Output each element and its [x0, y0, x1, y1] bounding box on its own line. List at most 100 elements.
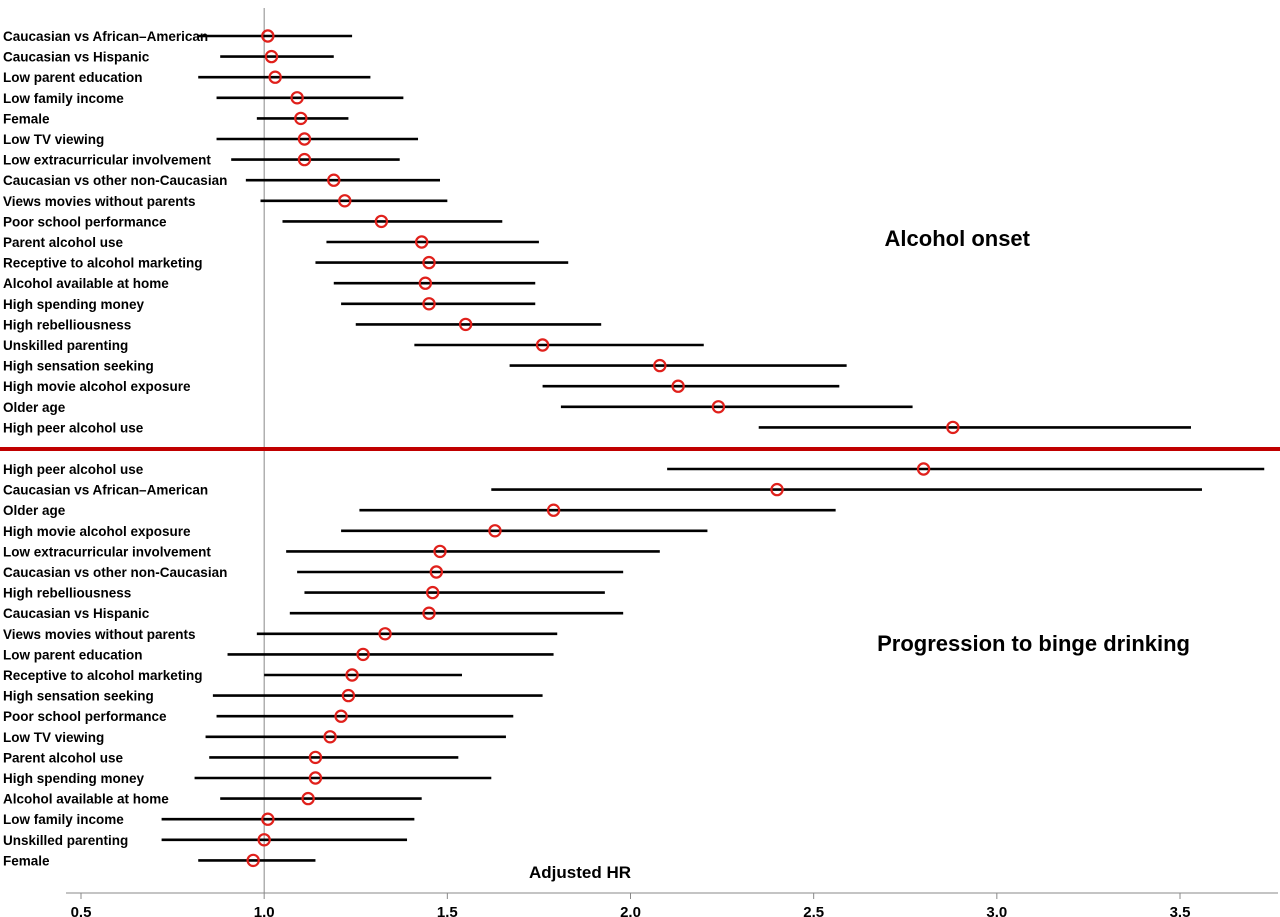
forest-row: Poor school performance [3, 214, 503, 229]
row-label: Older age [3, 400, 66, 415]
forest-row: Views movies without parents [3, 627, 558, 642]
row-label: High sensation seeking [3, 689, 154, 704]
row-label: Low family income [3, 91, 124, 106]
forest-row: Low extracurricular involvement [3, 153, 400, 168]
hr-point [916, 462, 931, 476]
hr-point [297, 152, 312, 167]
hr-point [246, 853, 260, 868]
row-label: High sensation seeking [3, 359, 154, 374]
row-label: High spending money [3, 771, 144, 786]
forest-row: Low extracurricular involvement [3, 544, 660, 559]
row-label: Female [3, 111, 50, 126]
forest-row: Low parent education [3, 647, 554, 662]
forest-row: Low family income [3, 91, 404, 106]
forest-row: Parent alcohol use [3, 750, 459, 765]
row-label: Views movies without parents [3, 194, 196, 209]
hr-point [671, 379, 685, 393]
row-label: Low parent education [3, 70, 143, 85]
row-label: High movie alcohol exposure [3, 379, 191, 394]
hr-point [488, 524, 502, 538]
row-label: Caucasian vs other non-Caucasian [3, 565, 227, 580]
x-tick-label: 3.0 [986, 904, 1007, 917]
hr-point [422, 255, 436, 270]
forest-row: Low parent education [3, 70, 371, 85]
row-label: Caucasian vs African–American [3, 483, 208, 498]
row-label: Low TV viewing [3, 132, 104, 147]
row-label: Receptive to alcohol marketing [3, 256, 203, 271]
forest-row: Caucasian vs Hispanic [3, 606, 624, 621]
forest-row: Views movies without parents [3, 194, 448, 209]
row-label: Receptive to alcohol marketing [3, 668, 203, 683]
row-label: High rebelliousness [3, 586, 131, 601]
row-label: Alcohol available at home [3, 276, 169, 291]
hr-point [308, 771, 323, 785]
row-label: Caucasian vs Hispanic [3, 606, 150, 621]
x-tick-label: 3.5 [1170, 904, 1191, 917]
hr-point [429, 565, 444, 579]
hr-point [425, 585, 440, 600]
forest-row: High movie alcohol exposure [3, 379, 840, 394]
hr-point [422, 297, 436, 311]
forest-row: High movie alcohol exposure [3, 524, 708, 539]
forest-row: High peer alcohol use [3, 462, 1265, 477]
hr-point [334, 709, 348, 723]
forest-row: Caucasian vs African–American [3, 29, 353, 44]
hr-point [433, 544, 447, 559]
row-label: High spending money [3, 297, 144, 312]
forest-row: Older age [3, 503, 836, 518]
hr-point [458, 317, 473, 332]
hr-point [341, 688, 356, 703]
x-tick-label: 2.5 [803, 904, 824, 917]
row-label: Parent alcohol use [3, 235, 124, 250]
forest-row: Caucasian vs Hispanic [3, 50, 334, 65]
forest-row: Low family income [3, 812, 415, 827]
row-label: Female [3, 853, 50, 868]
forest-row: Alcohol available at home [3, 276, 536, 291]
panel-1: Alcohol onset Caucasian vs African–Americ… [3, 29, 1191, 435]
row-label: Views movies without parents [3, 627, 196, 642]
forest-row: Parent alcohol use [3, 235, 539, 250]
hr-point [418, 276, 433, 290]
forest-row: High sensation seeking [3, 689, 543, 704]
x-tick-label: 1.5 [437, 904, 458, 917]
hr-point [345, 668, 359, 682]
forest-row: Receptive to alcohol marketing [3, 668, 462, 683]
forest-row: Unskilled parenting [3, 833, 408, 848]
row-label: High peer alcohol use [3, 462, 144, 477]
row-label: High rebelliousness [3, 317, 131, 332]
hr-point [327, 173, 341, 187]
hr-point [261, 812, 275, 826]
row-label: Alcohol available at home [3, 792, 169, 807]
row-label: Poor school performance [3, 214, 167, 229]
x-tick-label: 0.5 [71, 904, 92, 917]
hr-point [374, 214, 389, 229]
x-axis-title: Adjusted HR [529, 863, 631, 882]
forest-row: Caucasian vs other non-Caucasian [3, 565, 624, 580]
forest-row: Unskilled parenting [3, 338, 704, 353]
forest-row: High spending money [3, 297, 536, 312]
hr-point [264, 49, 279, 64]
hr-point [711, 400, 726, 414]
forest-row: High sensation seeking [3, 359, 847, 374]
row-label: High movie alcohol exposure [3, 524, 191, 539]
row-label: Low extracurricular involvement [3, 153, 211, 168]
hr-point [297, 132, 312, 146]
forest-row: Low TV viewing [3, 730, 506, 745]
hr-point [422, 606, 436, 620]
hr-point [535, 338, 550, 352]
row-label: Older age [3, 503, 66, 518]
hr-point [268, 70, 282, 84]
x-tick-label: 2.0 [620, 904, 641, 917]
hr-point [356, 647, 370, 662]
hr-point [261, 29, 275, 43]
row-label: Caucasian vs other non-Caucasian [3, 173, 227, 188]
hr-point [257, 833, 271, 847]
forest-row: Caucasian vs other non-Caucasian [3, 173, 441, 188]
row-label: Poor school performance [3, 709, 167, 724]
hr-point [546, 503, 561, 517]
forest-row: High rebelliousness [3, 317, 602, 332]
hr-point [378, 627, 392, 641]
panel-2: Progression to binge drinking High peer a… [3, 462, 1265, 868]
panel-title: Alcohol onset [885, 226, 1031, 251]
